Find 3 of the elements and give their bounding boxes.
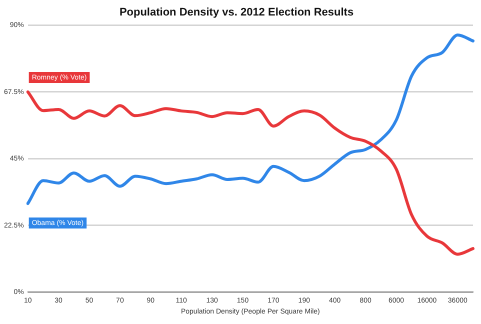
chart-title: Population Density vs. 2012 Election Results <box>119 6 354 19</box>
line-series <box>26 33 474 205</box>
line-series <box>26 90 474 256</box>
